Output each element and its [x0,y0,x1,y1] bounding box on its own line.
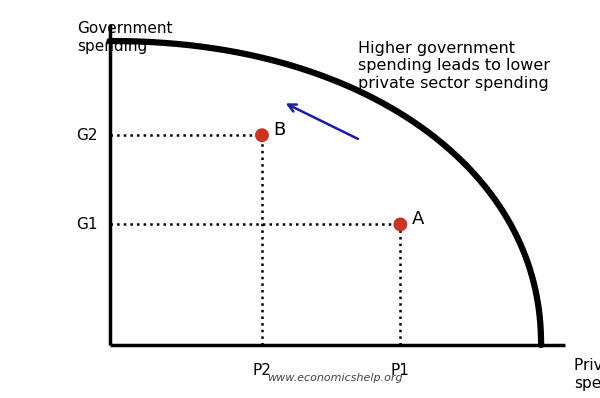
Text: Private sector
spending: Private sector spending [574,358,600,391]
Text: A: A [412,211,424,228]
Text: Government
spending: Government spending [77,21,172,54]
Text: Higher government
spending leads to lower
private sector spending: Higher government spending leads to lowe… [358,41,550,91]
Text: P1: P1 [391,363,410,378]
Point [257,132,267,139]
Text: G2: G2 [76,128,98,143]
Point [395,221,405,228]
Text: www.economicshelp.org: www.economicshelp.org [267,373,403,383]
Text: B: B [274,121,286,139]
Text: P2: P2 [253,363,271,378]
Text: G1: G1 [76,217,98,232]
